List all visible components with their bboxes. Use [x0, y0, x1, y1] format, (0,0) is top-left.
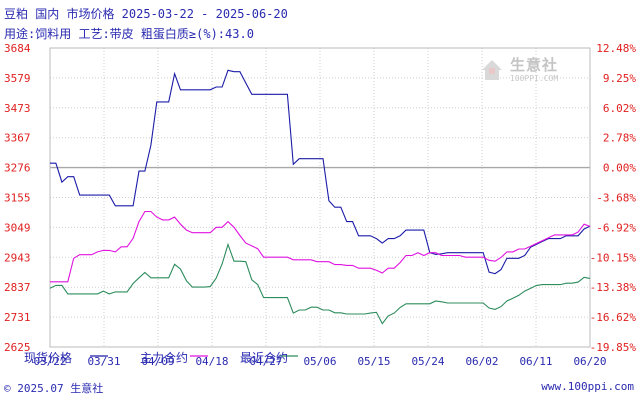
- y2-tick-label: 6.02%: [603, 102, 636, 115]
- grid: [49, 47, 591, 348]
- footer-url[interactable]: www.100ppi.com: [541, 380, 634, 393]
- x-tick-label: 05/06: [303, 355, 336, 368]
- y2-tick-label: 2.78%: [603, 132, 636, 145]
- y2-tick-label: 9.25%: [603, 72, 636, 85]
- x-tick-label: 04/27: [249, 355, 282, 368]
- y2-axis-labels: 12.48% 9.25% 6.02% 2.78% 0.00% -3.68% -6.92% -1…: [590, 42, 637, 354]
- plot-border: [49, 47, 591, 348]
- chart-subtitle: 用途:饲料用 工艺:带皮 粗蛋白质≥(%):43.0: [4, 27, 254, 41]
- y-tick-label: 3684: [4, 42, 31, 55]
- series-line-1: [50, 210, 591, 283]
- x-tick-label: 03/22: [33, 355, 66, 368]
- y-tick-label: 3049: [4, 221, 31, 234]
- watermark-logo: 生意社 100PPI.COM: [480, 54, 570, 90]
- x-axis-labels: 03/22 03/31 04/09 04/18 04/27 05/06 05/15 05/24…: [33, 355, 606, 368]
- x-tick-label: 04/09: [141, 355, 174, 368]
- footer-copyright: © 2025.07 生意社: [4, 382, 104, 395]
- x-tick-label: 06/20: [573, 355, 606, 368]
- watermark-url: 100PPI.COM: [510, 74, 559, 83]
- y-tick-label: 2731: [4, 311, 31, 324]
- legend-label-main: 主力合约: [140, 351, 189, 365]
- legend-label-spot: 现货价格: [24, 351, 73, 365]
- house-icon: [482, 60, 502, 80]
- chart-title: 豆粕 国内 市场价格 2025-03-22 - 2025-06-20: [4, 7, 288, 21]
- y-tick-label: 3155: [4, 192, 31, 205]
- y2-tick-label: -19.85%: [590, 341, 637, 354]
- x-tick-label: 03/31: [87, 355, 120, 368]
- series-lines: [49, 69, 591, 325]
- y2-tick-label: -16.62%: [590, 311, 637, 324]
- x-tick-label: 05/15: [357, 355, 390, 368]
- y-tick-label: 2625: [4, 341, 31, 354]
- y2-tick-label: -3.68%: [596, 192, 636, 205]
- y2-tick-label: 0.00%: [603, 162, 636, 175]
- y2-tick-label: 12.48%: [596, 42, 636, 55]
- y-tick-label: 3276: [4, 162, 31, 175]
- x-tick-label: 06/11: [519, 355, 552, 368]
- y-tick-label: 3579: [4, 72, 31, 85]
- y-tick-label: 3473: [4, 102, 31, 115]
- legend-label-recent: 最近合约: [240, 351, 289, 365]
- y2-tick-label: -10.15%: [590, 251, 637, 264]
- y-tick-label: 3367: [4, 132, 31, 145]
- y2-tick-label: -6.92%: [596, 221, 636, 234]
- x-tick-label: 04/18: [195, 355, 228, 368]
- x-tick-label: 06/02: [465, 355, 498, 368]
- x-tick-label: 05/24: [411, 355, 444, 368]
- series-line-2: [49, 242, 591, 325]
- series-line-0: [50, 69, 591, 275]
- watermark-name: 生意社: [510, 56, 559, 74]
- y-axis-labels: 3684 3579 3473 3367 3276 3155 3049 2943 2837 2731…: [4, 42, 31, 354]
- y-tick-label: 2943: [4, 251, 31, 264]
- y-tick-label: 2837: [4, 281, 31, 294]
- y2-tick-label: -13.38%: [590, 281, 637, 294]
